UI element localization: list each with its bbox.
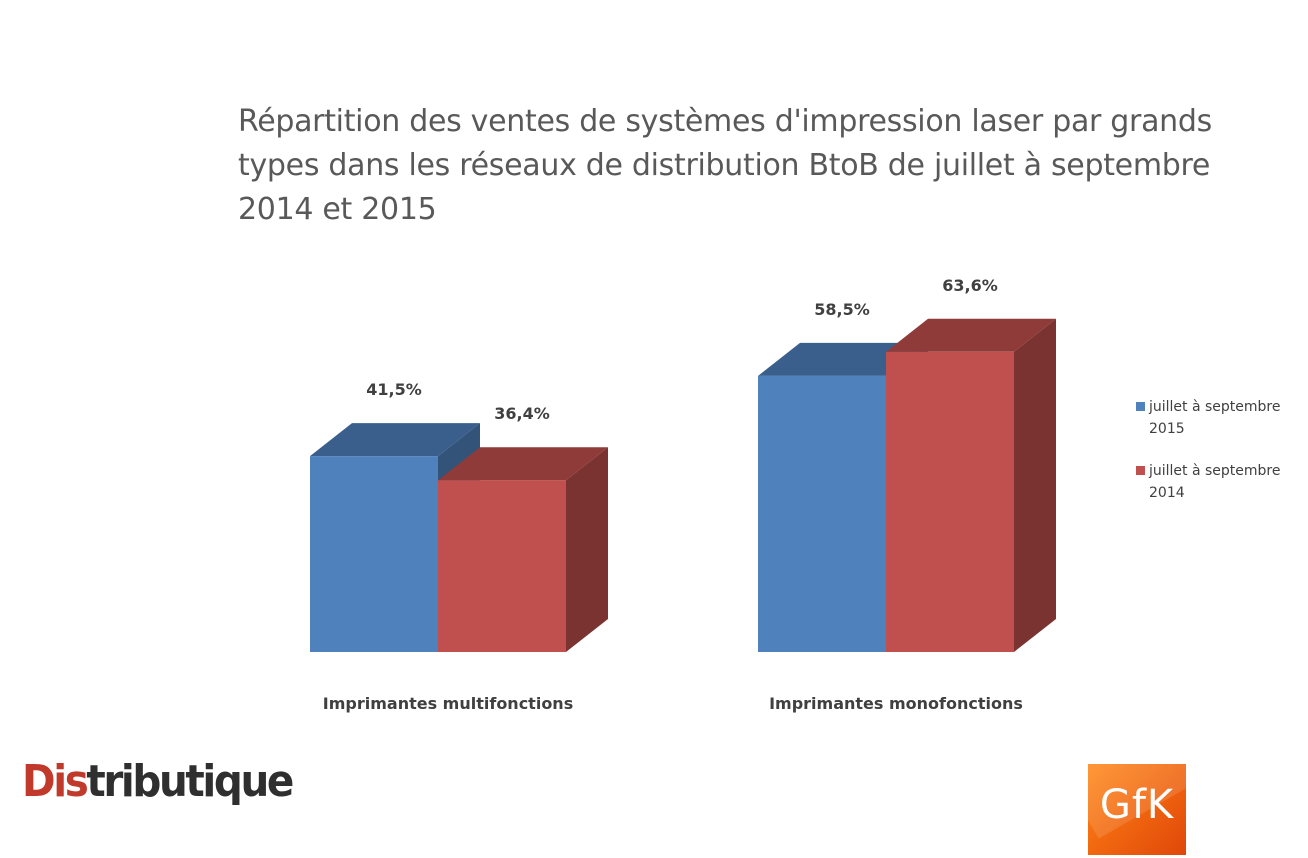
bar-top-face: [438, 447, 608, 481]
legend-swatch: [1136, 466, 1145, 475]
bar: [758, 375, 886, 652]
data-label: 36,4%: [494, 404, 550, 423]
data-label: 41,5%: [366, 380, 422, 399]
legend-label: juillet à septembre 2015: [1148, 399, 1281, 437]
chart-title: Répartition des ventes de systèmes d'imp…: [238, 104, 1212, 227]
bar: [438, 480, 566, 652]
gfk-logo: GfK: [1088, 764, 1186, 855]
bar-side-face: [1014, 318, 1056, 652]
distributique-logo-rest: tributique: [86, 756, 294, 807]
bar-top-face: [758, 342, 928, 376]
category-label: Imprimantes multifonctions: [323, 694, 573, 713]
category-label: Imprimantes monofonctions: [769, 694, 1023, 713]
bar-top-face: [886, 318, 1056, 352]
bar: [310, 456, 438, 652]
bar-side-face: [566, 447, 608, 652]
distributique-logo: Distributique: [22, 752, 294, 812]
distributique-logo-accent: Dis: [22, 756, 89, 807]
legend-swatch: [1136, 402, 1145, 411]
data-label: 63,6%: [942, 276, 998, 295]
legend-label: juillet à septembre 2014: [1148, 463, 1281, 501]
bar: [886, 351, 1014, 652]
bar-top-face: [310, 423, 480, 457]
data-label: 58,5%: [814, 300, 870, 319]
gfk-logo-text: GfK: [1099, 782, 1175, 828]
